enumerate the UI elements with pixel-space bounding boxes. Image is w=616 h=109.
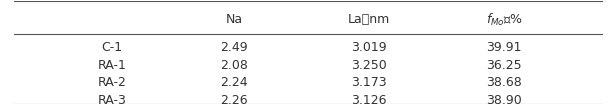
Text: 38.68: 38.68 [487,76,522,89]
Text: 2.26: 2.26 [221,94,248,107]
Text: 36.25: 36.25 [487,59,522,72]
Text: Na: Na [226,13,243,26]
Text: 39.91: 39.91 [487,41,522,54]
Text: RA-3: RA-3 [97,94,126,107]
Text: La，nm: La，nm [348,13,391,26]
Text: 3.173: 3.173 [352,76,387,89]
Text: 3.250: 3.250 [352,59,387,72]
Text: 2.08: 2.08 [221,59,248,72]
Text: 3.019: 3.019 [352,41,387,54]
Text: 2.49: 2.49 [221,41,248,54]
Text: 3.126: 3.126 [352,94,387,107]
Text: RA-1: RA-1 [97,59,126,72]
Text: RA-2: RA-2 [97,76,126,89]
Text: 2.24: 2.24 [221,76,248,89]
Text: $f_{Mo}$，%: $f_{Mo}$，% [485,12,523,28]
Text: C-1: C-1 [101,41,123,54]
Text: 38.90: 38.90 [487,94,522,107]
